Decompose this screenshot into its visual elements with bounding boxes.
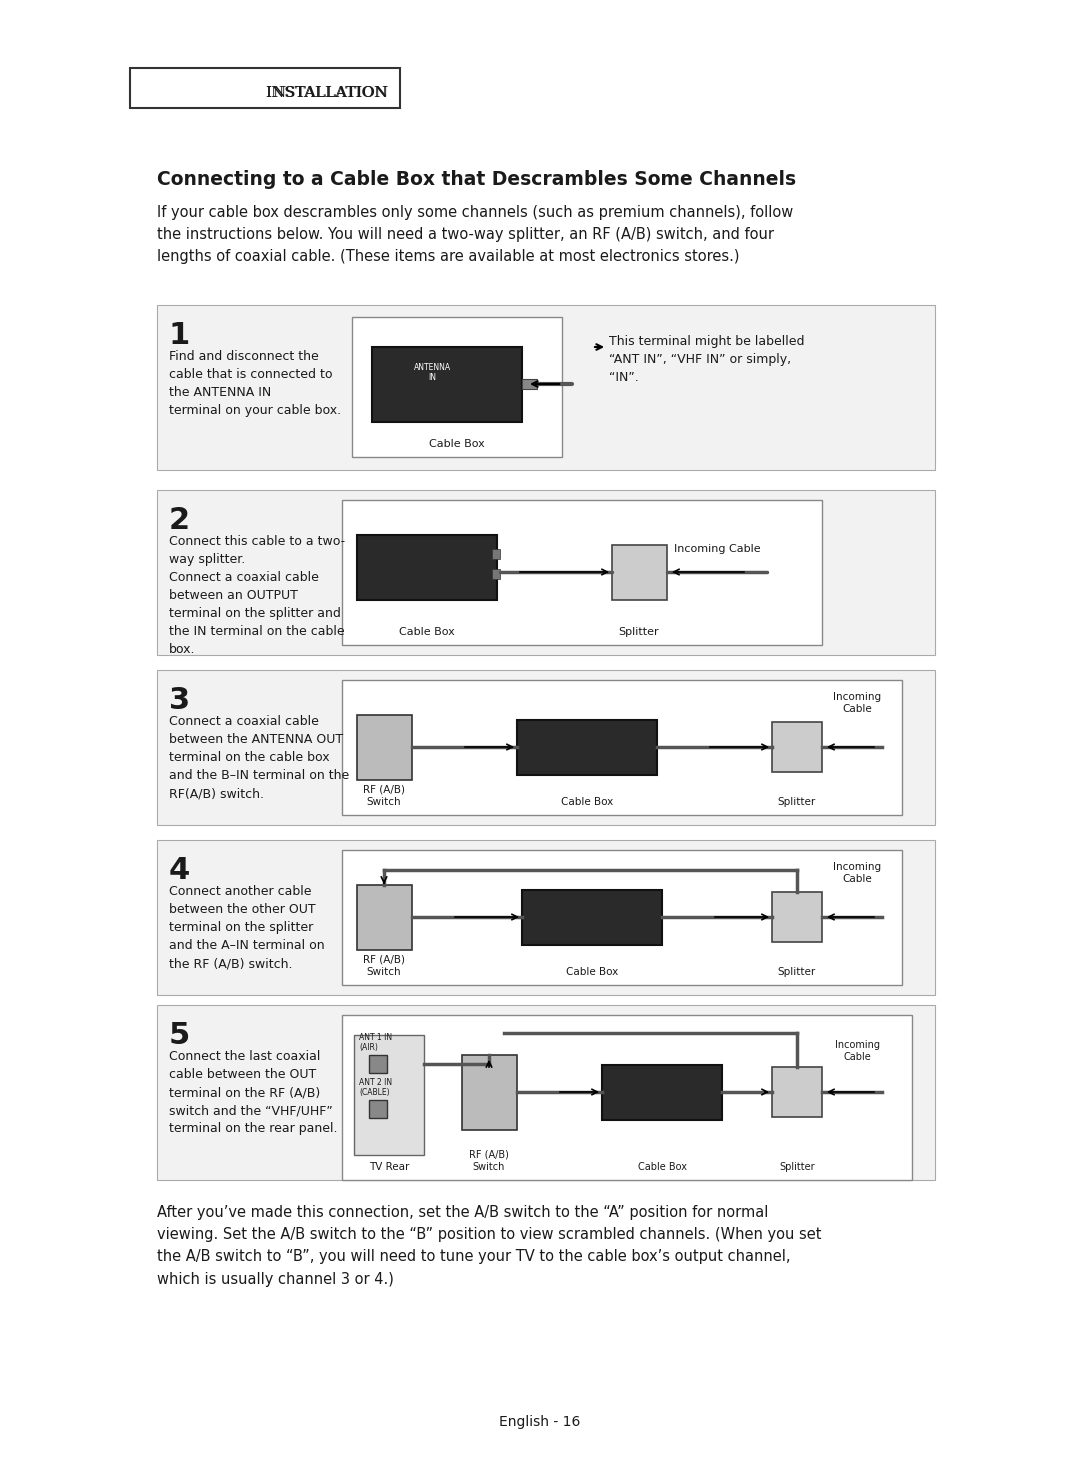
- Bar: [354, 1035, 424, 1154]
- Bar: [772, 721, 822, 772]
- Text: RF (A/B)
Switch: RF (A/B) Switch: [363, 785, 405, 807]
- Text: IN: IN: [428, 372, 436, 381]
- Bar: [522, 378, 537, 389]
- Text: Splitter: Splitter: [778, 797, 816, 807]
- Bar: [157, 840, 935, 995]
- Bar: [157, 304, 935, 470]
- Text: I: I: [265, 86, 271, 101]
- Bar: [492, 548, 500, 559]
- Text: Incoming
Cable: Incoming Cable: [833, 862, 881, 884]
- Text: Connect this cable to a two-
way splitter.
Connect a coaxial cable
between an OU: Connect this cable to a two- way splitte…: [168, 535, 346, 656]
- Text: 5: 5: [168, 1021, 190, 1049]
- Bar: [342, 680, 902, 814]
- Text: Cable Box: Cable Box: [561, 797, 613, 807]
- Bar: [342, 500, 822, 644]
- Bar: [157, 491, 935, 655]
- Text: 3: 3: [168, 686, 190, 715]
- Bar: [772, 893, 822, 941]
- Text: NSTALLATION: NSTALLATION: [272, 86, 388, 101]
- Bar: [342, 1015, 912, 1179]
- Text: ANTENNA: ANTENNA: [414, 362, 450, 371]
- Bar: [157, 1005, 935, 1179]
- Text: RF (A/B)
Switch: RF (A/B) Switch: [469, 1150, 509, 1172]
- Bar: [157, 670, 935, 825]
- Text: 2: 2: [168, 505, 190, 535]
- Text: ANT 1 IN
(AIR): ANT 1 IN (AIR): [359, 1033, 392, 1052]
- Bar: [492, 569, 500, 579]
- Text: If your cable box descrambles only some channels (such as premium channels), fol: If your cable box descrambles only some …: [157, 205, 793, 265]
- Text: Splitter: Splitter: [779, 1162, 814, 1172]
- Bar: [517, 720, 657, 774]
- Bar: [522, 890, 662, 944]
- Text: Splitter: Splitter: [619, 627, 659, 637]
- Text: Connect a coaxial cable
between the ANTENNA OUT
terminal on the cable box
and th: Connect a coaxial cable between the ANTE…: [168, 715, 349, 800]
- Text: Connect another cable
between the other OUT
terminal on the splitter
and the A–I: Connect another cable between the other …: [168, 885, 325, 970]
- Text: 1: 1: [168, 321, 190, 350]
- Text: Cable Box: Cable Box: [566, 967, 618, 977]
- Text: Incoming
Cable: Incoming Cable: [833, 692, 881, 714]
- Text: Incoming
Cable: Incoming Cable: [835, 1039, 879, 1063]
- Bar: [130, 68, 400, 108]
- Text: Find and disconnect the
cable that is connected to
the ANTENNA IN
terminal on yo: Find and disconnect the cable that is co…: [168, 350, 341, 417]
- Bar: [357, 535, 497, 600]
- Text: Connect the last coaxial
cable between the OUT
terminal on the RF (A/B)
switch a: Connect the last coaxial cable between t…: [168, 1049, 337, 1135]
- Text: After you’ve made this connection, set the A/B switch to the “A” position for no: After you’ve made this connection, set t…: [157, 1205, 822, 1287]
- Bar: [369, 1100, 387, 1117]
- Text: 4: 4: [168, 856, 190, 885]
- Bar: [462, 1055, 517, 1131]
- Bar: [602, 1066, 723, 1120]
- Text: This terminal might be labelled
“ANT IN”, “VHF IN” or simply,
“IN”.: This terminal might be labelled “ANT IN”…: [609, 336, 805, 384]
- Bar: [357, 885, 411, 950]
- Text: English - 16: English - 16: [499, 1414, 581, 1429]
- Text: INSTALLATION: INSTALLATION: [265, 86, 388, 101]
- Text: Splitter: Splitter: [778, 967, 816, 977]
- Bar: [372, 347, 522, 423]
- Text: ANT 2 IN
(CABLE): ANT 2 IN (CABLE): [359, 1077, 392, 1097]
- Bar: [357, 715, 411, 780]
- Text: Cable Box: Cable Box: [429, 439, 485, 449]
- Text: Cable Box: Cable Box: [637, 1162, 687, 1172]
- Text: RF (A/B)
Switch: RF (A/B) Switch: [363, 955, 405, 977]
- Bar: [772, 1067, 822, 1117]
- Text: Cable Box: Cable Box: [400, 627, 455, 637]
- Text: TV Rear: TV Rear: [368, 1162, 409, 1172]
- Text: Connecting to a Cable Box that Descrambles Some Channels: Connecting to a Cable Box that Descrambl…: [157, 170, 796, 189]
- Text: Incoming Cable: Incoming Cable: [674, 544, 760, 554]
- Bar: [612, 545, 667, 600]
- Bar: [369, 1055, 387, 1073]
- Bar: [352, 316, 562, 457]
- Bar: [342, 850, 902, 984]
